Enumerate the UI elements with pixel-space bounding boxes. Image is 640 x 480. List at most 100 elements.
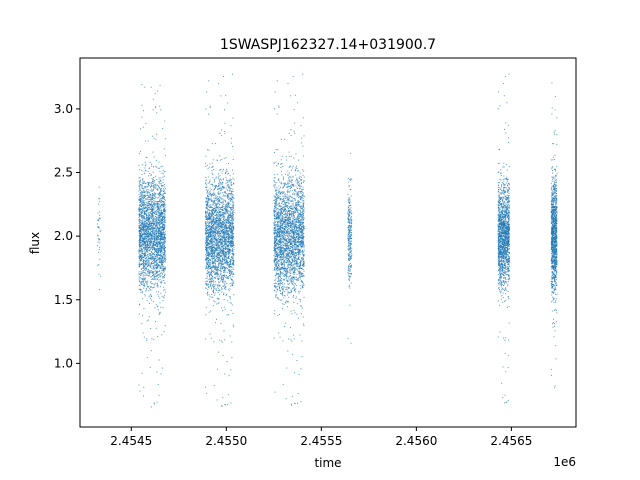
data-point xyxy=(220,187,222,189)
data-point xyxy=(149,228,151,230)
data-point xyxy=(226,195,228,197)
data-point xyxy=(146,248,148,250)
data-point xyxy=(151,230,153,232)
data-point xyxy=(149,220,151,222)
data-point xyxy=(158,218,160,220)
data-point xyxy=(211,162,213,164)
data-point xyxy=(143,281,144,283)
data-point xyxy=(152,212,154,214)
data-point xyxy=(209,276,211,278)
data-point xyxy=(216,233,218,235)
data-point xyxy=(138,252,140,254)
data-point xyxy=(225,261,227,263)
data-point xyxy=(212,285,214,287)
data-point xyxy=(160,177,162,179)
data-point xyxy=(163,261,165,263)
data-point xyxy=(142,245,144,247)
data-point xyxy=(214,228,216,230)
data-point xyxy=(150,406,152,408)
data-point xyxy=(141,186,143,188)
data-point xyxy=(214,221,216,223)
data-point xyxy=(224,238,226,240)
data-point xyxy=(211,296,213,298)
data-point xyxy=(157,200,159,202)
data-point xyxy=(222,221,224,223)
data-point xyxy=(231,196,233,198)
data-point xyxy=(227,234,229,236)
data-point xyxy=(146,238,148,240)
data-point xyxy=(160,188,162,190)
data-point xyxy=(228,186,230,188)
data-point xyxy=(232,264,234,266)
data-point xyxy=(151,182,153,184)
data-point xyxy=(138,211,140,213)
data-point xyxy=(159,214,161,216)
data-point xyxy=(157,201,159,203)
data-point xyxy=(142,263,143,265)
data-point xyxy=(162,229,164,231)
data-point xyxy=(155,248,157,250)
data-point xyxy=(218,228,220,230)
data-point xyxy=(156,205,158,207)
data-point xyxy=(151,209,153,211)
data-point xyxy=(152,229,154,231)
data-point xyxy=(148,220,150,222)
data-point xyxy=(219,185,221,187)
data-point xyxy=(143,202,145,204)
data-point xyxy=(156,222,158,224)
data-point xyxy=(146,263,148,265)
data-point xyxy=(226,247,228,249)
data-point xyxy=(139,254,141,256)
data-point xyxy=(143,204,145,206)
data-point xyxy=(160,222,162,224)
data-point xyxy=(142,279,144,281)
data-point xyxy=(152,278,154,280)
data-point xyxy=(150,244,152,246)
data-point xyxy=(160,262,162,264)
data-point xyxy=(139,218,141,220)
data-point xyxy=(224,225,226,227)
data-point xyxy=(223,262,225,264)
data-point xyxy=(149,245,151,247)
data-point xyxy=(209,296,211,298)
data-point xyxy=(141,224,143,226)
data-point xyxy=(154,258,156,260)
data-point xyxy=(152,301,154,303)
data-point xyxy=(208,311,210,313)
data-point xyxy=(144,191,146,193)
data-point xyxy=(153,283,155,285)
data-point xyxy=(214,244,216,246)
data-point xyxy=(223,199,225,201)
data-point xyxy=(153,286,155,288)
data-point xyxy=(139,255,141,257)
data-point xyxy=(213,300,215,302)
data-point xyxy=(221,249,223,251)
data-point xyxy=(160,238,162,240)
data-point xyxy=(220,227,222,229)
data-point xyxy=(208,274,210,276)
data-point xyxy=(159,261,161,263)
data-point xyxy=(219,207,221,209)
data-point xyxy=(156,208,158,210)
data-point xyxy=(220,211,222,213)
data-point xyxy=(139,250,141,252)
data-point xyxy=(139,186,141,188)
data-point xyxy=(141,268,143,270)
data-point xyxy=(209,278,211,280)
data-point xyxy=(216,269,218,271)
data-point xyxy=(213,222,215,224)
data-point xyxy=(146,205,148,207)
data-point xyxy=(163,246,165,248)
data-point xyxy=(207,200,209,202)
data-point xyxy=(140,263,142,265)
data-point xyxy=(222,235,224,237)
data-point xyxy=(208,265,210,267)
data-point xyxy=(231,209,233,211)
data-point xyxy=(157,237,159,239)
data-point xyxy=(220,217,222,219)
data-point xyxy=(161,218,163,220)
data-point xyxy=(233,197,235,199)
data-point xyxy=(225,237,227,239)
data-point xyxy=(164,250,166,252)
data-point xyxy=(217,250,219,252)
